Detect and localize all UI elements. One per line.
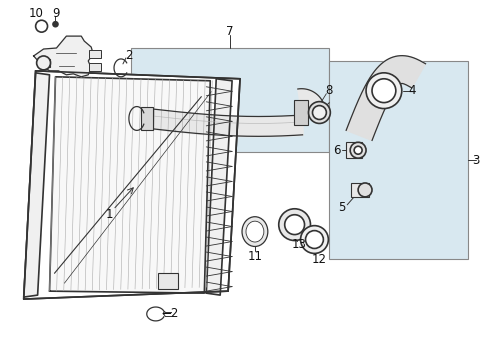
- Bar: [89, 63, 101, 71]
- Circle shape: [350, 142, 366, 158]
- Circle shape: [53, 22, 58, 27]
- Circle shape: [354, 146, 362, 154]
- Bar: [141, 107, 153, 130]
- Text: ←2: ←2: [162, 307, 179, 320]
- Polygon shape: [346, 56, 425, 140]
- Bar: [38, 59, 49, 67]
- Polygon shape: [24, 71, 240, 299]
- Circle shape: [279, 209, 311, 240]
- Polygon shape: [206, 79, 232, 295]
- Bar: [329, 61, 468, 260]
- Circle shape: [366, 73, 402, 109]
- Text: 4: 4: [408, 84, 416, 97]
- Circle shape: [300, 226, 328, 253]
- Circle shape: [309, 102, 330, 123]
- Circle shape: [36, 20, 48, 32]
- Circle shape: [372, 79, 396, 103]
- Polygon shape: [49, 77, 210, 293]
- Bar: [346, 142, 362, 158]
- Text: 1: 1: [105, 208, 113, 221]
- Text: 10: 10: [28, 7, 43, 20]
- Text: 3: 3: [472, 154, 480, 167]
- Text: 12: 12: [312, 253, 327, 266]
- Text: 11: 11: [247, 250, 263, 263]
- Circle shape: [306, 231, 323, 248]
- Text: 6: 6: [334, 144, 341, 157]
- Text: 2: 2: [125, 49, 133, 63]
- Polygon shape: [34, 36, 93, 77]
- Bar: [89, 50, 101, 58]
- Bar: [131, 48, 329, 152]
- Polygon shape: [24, 71, 240, 299]
- Polygon shape: [24, 73, 49, 297]
- Ellipse shape: [242, 217, 268, 247]
- Text: 5: 5: [339, 201, 346, 214]
- Circle shape: [37, 56, 50, 70]
- Text: 13: 13: [292, 238, 307, 251]
- Ellipse shape: [246, 221, 264, 242]
- Bar: [158, 273, 177, 289]
- Polygon shape: [298, 89, 325, 112]
- Text: 9: 9: [53, 7, 60, 20]
- Circle shape: [285, 215, 305, 235]
- Text: 8: 8: [326, 84, 333, 97]
- Text: 7: 7: [226, 24, 234, 38]
- Circle shape: [313, 105, 326, 120]
- Bar: [294, 100, 308, 125]
- Circle shape: [358, 183, 372, 197]
- Bar: [351, 183, 369, 197]
